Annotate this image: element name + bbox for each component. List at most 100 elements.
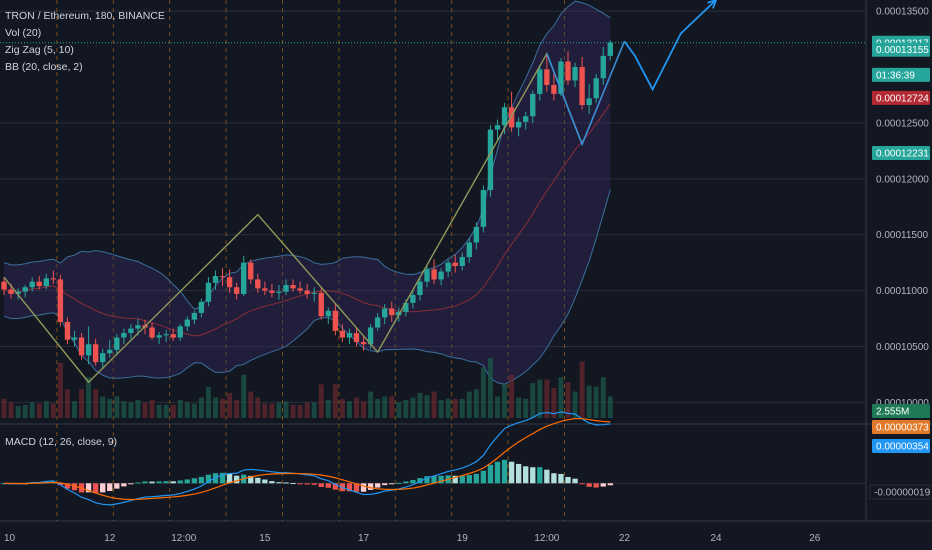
candle-body (205, 282, 212, 302)
candle-body (508, 107, 515, 128)
candlesticks (1, 40, 613, 369)
candle-body (71, 337, 78, 340)
macd-histogram-bar (586, 483, 592, 487)
time-tick-label[interactable]: 12:00 (534, 533, 559, 544)
candle-body (600, 55, 606, 79)
volume-bar (452, 398, 458, 418)
price-badges: 0.000132170.0001315501:36:390.000127240.… (869, 35, 931, 500)
macd-histogram-bar (297, 483, 303, 485)
time-tick-label[interactable]: 17 (358, 533, 370, 544)
price-tick-label[interactable]: 0.00011000 (876, 286, 929, 297)
legend-zigzag[interactable]: Zig Zag (5, 10) (5, 44, 74, 56)
price-tick-label[interactable]: 0.00012000 (876, 174, 929, 185)
price-tick-label[interactable]: 0.00012500 (876, 118, 929, 129)
volume-bar (1, 398, 7, 418)
macd-histogram-bar (410, 479, 416, 484)
volume-bar (269, 403, 275, 418)
candle-body (248, 262, 254, 280)
volume-bar (255, 397, 261, 418)
candle-body (177, 326, 183, 338)
price-tick-label[interactable]: 0.00010500 (876, 342, 929, 353)
volume-bar (558, 377, 564, 418)
macd-value-badge: -0.00000019 (874, 488, 931, 499)
candle-body (163, 334, 169, 336)
macd-histogram-bar (530, 467, 536, 484)
volume-bar (22, 404, 28, 418)
volume-bar (572, 391, 578, 418)
macd-histogram-bar (107, 483, 113, 492)
price-badge-background (872, 90, 930, 105)
macd-histogram-bar (71, 483, 78, 491)
candle-body (360, 342, 367, 345)
candle-body (276, 291, 282, 293)
macd-line (3, 411, 611, 506)
candle-body (191, 312, 198, 320)
macd-histogram-bar (382, 483, 388, 486)
macd-histogram-bar (191, 478, 198, 484)
volume-bar (177, 400, 183, 418)
price-tick-label[interactable]: 0.00013500 (876, 7, 929, 18)
macd-histogram-bar (121, 483, 127, 487)
volume-bar (438, 400, 444, 418)
price-axis[interactable]: 0.00013500 0.00012500 0.00012000 0.00011500… (876, 7, 929, 409)
candle-body (50, 278, 57, 280)
macd-histogram-bar (607, 483, 613, 486)
volume-bar (184, 402, 190, 418)
macd-histogram-bar (473, 473, 480, 484)
macd-histogram-bar (226, 473, 233, 484)
macd-histogram-bar (353, 483, 360, 492)
macd-histogram-bar (452, 475, 458, 484)
macd-histogram-bar (311, 483, 317, 485)
macd-histogram-bar (128, 483, 134, 485)
legend-volume[interactable]: Vol (20) (5, 27, 42, 39)
macd-histogram-bar (487, 464, 494, 484)
price-badge: 01:36:39 (876, 70, 915, 81)
candle-body (15, 291, 21, 294)
volume-bar (297, 404, 303, 418)
candle-body (304, 290, 310, 294)
time-tick-label[interactable]: 10 (4, 533, 16, 544)
candle-body (170, 334, 176, 338)
volume-bar (276, 402, 282, 418)
volume-bar (516, 397, 522, 418)
volume-bar (64, 389, 70, 418)
candle-body (121, 333, 127, 338)
candle-body (198, 301, 205, 313)
time-tick-label[interactable]: 19 (457, 533, 469, 544)
candle-body (346, 333, 353, 338)
candle-body (431, 269, 437, 280)
volume-bar (234, 400, 240, 418)
legend-bollinger[interactable]: BB (20, close, 2) (5, 61, 83, 73)
time-tick-label[interactable]: 15 (259, 533, 271, 544)
volume-bar (29, 402, 35, 418)
macd-histogram-bar (205, 474, 212, 484)
volume-bar (600, 377, 606, 418)
macd-histogram-bar (374, 483, 381, 488)
time-tick-label[interactable]: 12:00 (171, 533, 196, 544)
price-tick-label[interactable]: 0.00011500 (876, 230, 929, 241)
candle-body (1, 281, 7, 290)
volume-bar (487, 358, 493, 418)
macd-histogram-bar (142, 481, 148, 484)
time-tick-label[interactable]: 24 (710, 533, 722, 544)
candle-body (184, 319, 190, 327)
candle-body (389, 308, 395, 316)
macd-histogram-bar (135, 482, 141, 484)
price-tick-label[interactable]: 0.00010000 (876, 398, 929, 409)
volume-bar (375, 398, 381, 418)
projection-drawing[interactable] (623, 0, 718, 92)
time-tick-label[interactable]: 26 (809, 533, 821, 544)
candle-body (43, 278, 49, 287)
volume-bar (311, 402, 317, 418)
volume-bar (325, 400, 331, 418)
candle-body (374, 317, 381, 328)
volume-bar (396, 402, 402, 418)
time-tick-label[interactable]: 22 (619, 533, 631, 544)
time-tick-label[interactable]: 12 (104, 533, 116, 544)
candle-body (339, 330, 346, 338)
volume-bar (410, 397, 416, 418)
time-axis[interactable]: 10 12 12:00 15 17 19 12:00 22 24 26 (4, 533, 821, 544)
legend-macd[interactable]: MACD (12, 26, close, 9) (5, 436, 118, 448)
macd-histogram-bar (85, 483, 92, 493)
